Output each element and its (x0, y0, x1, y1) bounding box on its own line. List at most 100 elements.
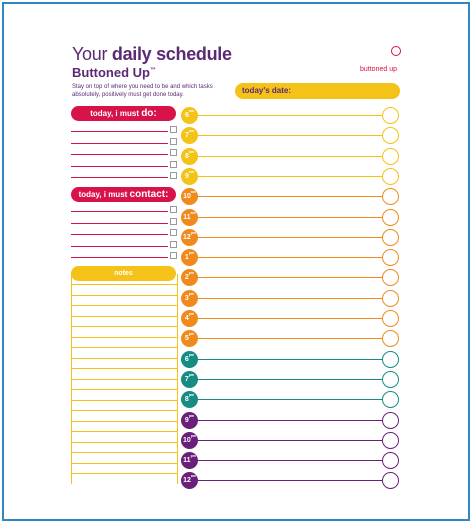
task-checkbox[interactable] (170, 240, 177, 248)
hour-check-circle[interactable] (382, 147, 399, 165)
hour-badge: 7am (181, 127, 198, 145)
hour-check-circle[interactable] (382, 289, 399, 307)
hour-number: 5 (184, 335, 189, 343)
hour-number: 10 (183, 193, 191, 201)
hour-check-circle[interactable] (382, 228, 399, 246)
hour-check-circle[interactable] (382, 107, 399, 124)
hour-badge: 7pm (181, 370, 198, 388)
title-prefix: Your (72, 44, 112, 64)
task-line[interactable] (71, 177, 168, 178)
hour-check-circle[interactable] (382, 391, 399, 409)
task-checkbox[interactable] (170, 217, 177, 225)
hour-number: 9 (184, 416, 189, 424)
task-line[interactable] (71, 245, 168, 247)
hour-line[interactable] (195, 439, 385, 441)
hour-line[interactable] (195, 358, 385, 360)
hour-line[interactable] (195, 399, 385, 401)
hour-line[interactable] (195, 419, 385, 421)
hour-line[interactable] (195, 480, 385, 482)
hour-number: 9 (185, 172, 189, 180)
hour-number: 7 (185, 132, 189, 140)
hour-number: 8 (185, 152, 189, 160)
task-checkbox[interactable] (170, 206, 177, 213)
hour-badge: 6am (181, 107, 198, 124)
hour-check-circle[interactable] (382, 269, 399, 287)
hour-number: 6 (185, 112, 189, 119)
task-checkbox[interactable] (170, 172, 177, 179)
date-field[interactable]: today's date: (235, 83, 400, 99)
hour-line[interactable] (195, 196, 385, 198)
hour-line[interactable] (195, 257, 385, 259)
hour-line[interactable] (195, 460, 385, 462)
hour-line[interactable] (195, 216, 385, 218)
task-line[interactable] (71, 234, 168, 235)
hour-number: 4 (184, 315, 189, 322)
hour-check-circle[interactable] (382, 249, 399, 267)
notes-line (71, 431, 177, 432)
hour-suffix: am (190, 190, 196, 195)
task-line[interactable] (71, 211, 168, 212)
task-line[interactable] (71, 165, 168, 167)
notes-line (71, 315, 177, 317)
hour-badge: 9pm (181, 411, 198, 429)
description-text: Stay on top of where you need to be and … (72, 84, 213, 98)
hour-check-circle[interactable] (382, 431, 399, 449)
task-checkbox[interactable] (170, 149, 177, 156)
hour-line[interactable] (195, 378, 385, 380)
hour-check-circle[interactable] (382, 208, 399, 226)
hour-suffix: pm (188, 291, 195, 296)
task-line[interactable] (71, 131, 168, 132)
hour-suffix: pm (188, 413, 195, 418)
hour-badge: 6pm (181, 350, 198, 368)
hour-line[interactable] (195, 277, 385, 279)
hour-check-circle[interactable] (382, 411, 399, 429)
notes-line (71, 357, 177, 359)
hour-check-circle[interactable] (382, 188, 399, 206)
hour-check-circle[interactable] (382, 127, 399, 145)
hour-check-circle[interactable] (382, 330, 399, 348)
hour-badge: 8pm (181, 391, 198, 409)
task-line[interactable] (71, 257, 168, 258)
hour-suffix: am (188, 129, 194, 134)
hour-line[interactable] (195, 175, 385, 177)
task-line[interactable] (71, 222, 168, 224)
must-contact-label: today, i must (78, 190, 130, 199)
hour-check-circle[interactable] (382, 370, 399, 388)
hour-line[interactable] (195, 155, 385, 157)
hour-suffix: pm (188, 372, 195, 377)
hour-line[interactable] (195, 318, 385, 319)
hour-suffix: pm (188, 393, 195, 398)
hour-suffix: am (188, 109, 194, 113)
hour-badge: 11am (181, 208, 198, 226)
hour-line[interactable] (195, 338, 385, 340)
hour-check-circle[interactable] (382, 167, 399, 185)
task-checkbox[interactable] (170, 252, 177, 259)
hour-number: 7 (184, 375, 189, 383)
hour-suffix: pm (190, 454, 196, 459)
hour-check-circle[interactable] (382, 350, 399, 368)
hour-check-circle[interactable] (382, 452, 399, 470)
task-line[interactable] (71, 142, 168, 144)
task-checkbox[interactable] (170, 126, 177, 133)
hour-badge: 9am (181, 167, 198, 185)
hour-suffix: pm (188, 312, 195, 316)
hour-line[interactable] (195, 236, 385, 238)
notes-line (71, 462, 177, 464)
hour-check-circle[interactable] (382, 310, 399, 327)
task-checkbox[interactable] (170, 137, 177, 145)
task-checkbox[interactable] (170, 160, 177, 168)
hour-number: 11 (183, 213, 191, 221)
hour-suffix: pm (188, 352, 195, 357)
hour-badge: 10am (181, 188, 198, 206)
hour-badge: 8am (181, 147, 198, 165)
hour-line[interactable] (195, 297, 385, 299)
task-checkbox[interactable] (170, 229, 177, 236)
hour-line[interactable] (195, 135, 385, 137)
notes-line (71, 294, 177, 296)
hour-line[interactable] (195, 115, 385, 116)
notes-line (71, 420, 177, 422)
hour-check-circle[interactable] (382, 472, 399, 490)
notes-line (71, 441, 177, 443)
notes-line (71, 410, 177, 411)
task-line[interactable] (71, 154, 168, 155)
